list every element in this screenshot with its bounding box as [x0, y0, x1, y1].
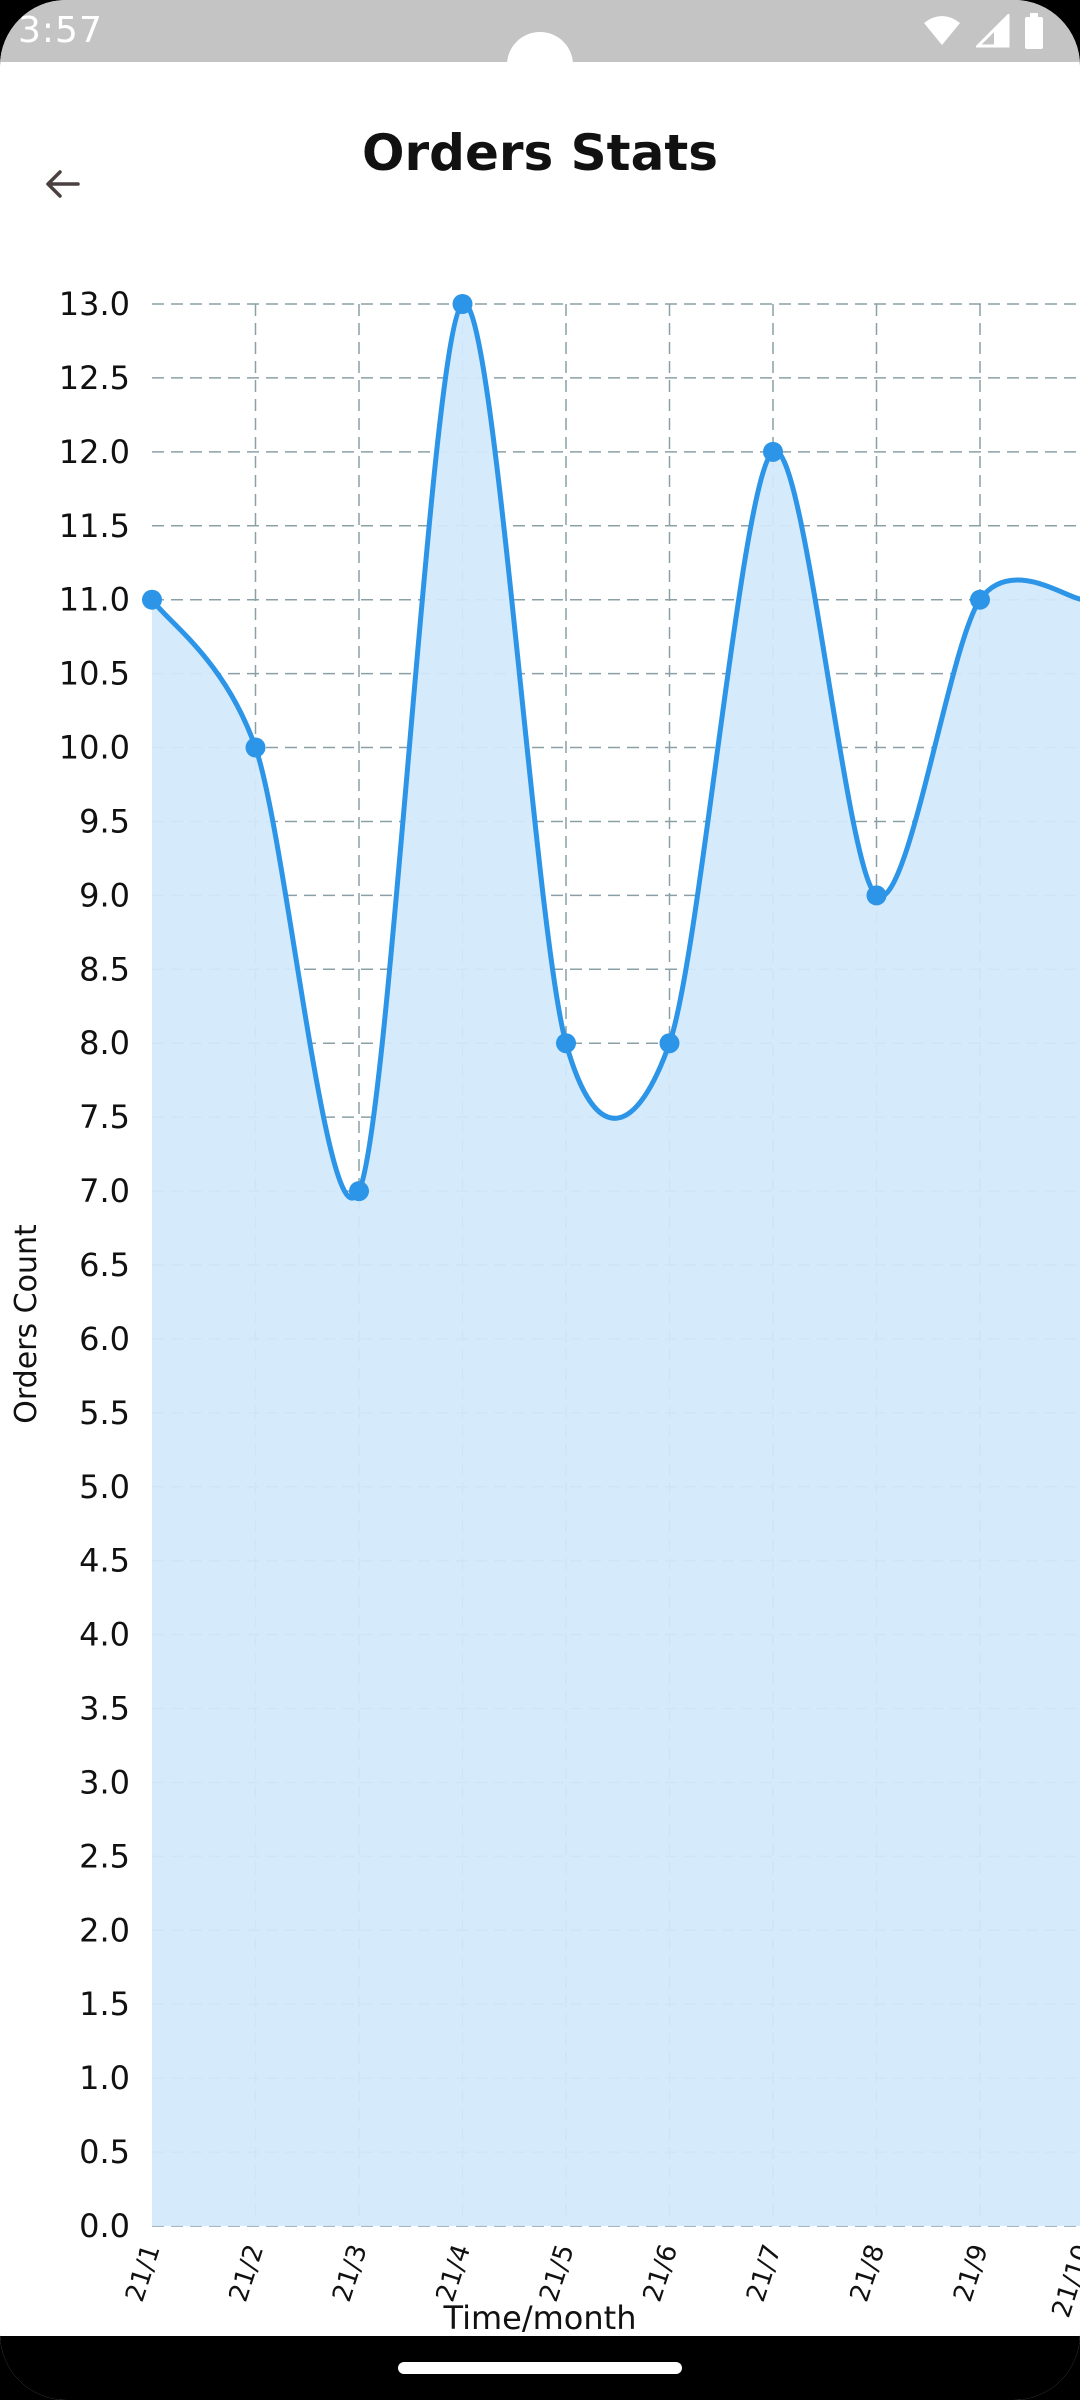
series-points	[142, 294, 990, 1202]
x-tick-label: 21/8	[845, 2241, 892, 2306]
x-tick-label: 21/2	[224, 2241, 271, 2306]
y-tick-label: 5.0	[79, 1468, 130, 1506]
wifi-icon	[924, 16, 960, 45]
y-tick-label: 7.0	[79, 1172, 130, 1210]
orders-chart-svg: 0.0 0.5 1.0 1.5 2.0 2.5 3.0 3.5 4.0 4.5 5.0 5.5 6.0 6…	[9, 285, 1080, 2332]
y-tick-label: 5.5	[79, 1394, 130, 1432]
y-tick-label: 9.5	[79, 802, 130, 840]
x-axis-label: Time/month	[443, 2299, 637, 2332]
x-tick-label: 21/6	[638, 2241, 685, 2306]
y-tick-label: 12.0	[59, 433, 130, 471]
x-tick-label: 21/1	[120, 2241, 167, 2306]
y-tick-label: 6.0	[79, 1320, 130, 1358]
y-tick-label: 1.0	[79, 2059, 130, 2097]
y-tick-label: 13.0	[59, 285, 130, 323]
data-point	[452, 294, 473, 314]
back-button[interactable]	[30, 152, 94, 216]
y-tick-label: 10.5	[59, 655, 130, 693]
data-point	[142, 589, 162, 610]
y-tick-label: 11.0	[59, 581, 130, 619]
signal-icon	[976, 14, 1010, 48]
y-tick-label: 2.5	[79, 1837, 130, 1875]
data-point	[763, 441, 783, 462]
x-tick-label: 21/7	[741, 2241, 788, 2306]
data-point	[866, 885, 887, 906]
y-tick-label: 12.5	[59, 359, 130, 397]
status-icons	[922, 12, 1044, 50]
y-tick-label: 4.5	[79, 1542, 130, 1580]
navigation-bar	[0, 2336, 1080, 2400]
y-tick-label: 8.0	[79, 1024, 130, 1062]
data-point	[245, 737, 266, 758]
y-axis-label: Orders Count	[9, 1224, 44, 1424]
y-tick-label: 0.0	[79, 2207, 130, 2245]
orders-chart: 0.0 0.5 1.0 1.5 2.0 2.5 3.0 3.5 4.0 4.5 5.0 5.5 6.0 6…	[0, 252, 1080, 2332]
x-tick-label: 21/10	[1046, 2241, 1080, 2322]
y-tick-label: 11.5	[59, 507, 130, 545]
y-tick-label: 2.0	[79, 1911, 130, 1949]
y-tick-label: 3.0	[79, 1763, 130, 1801]
app-bar: Orders Stats	[0, 62, 1080, 252]
y-tick-label: 4.0	[79, 1616, 130, 1654]
home-indicator[interactable]	[398, 2362, 682, 2374]
y-tick-label: 7.5	[79, 1098, 130, 1136]
arrow-left-icon	[46, 170, 80, 198]
y-tick-label: 3.5	[79, 1690, 130, 1728]
x-tick-label: 21/3	[327, 2241, 374, 2306]
y-tick-label: 6.5	[79, 1246, 130, 1284]
x-tick-label: 21/5	[534, 2241, 581, 2306]
data-point	[659, 1033, 680, 1054]
page-title: Orders Stats	[361, 124, 718, 182]
camera-notch	[507, 32, 573, 98]
y-tick-label: 10.0	[59, 729, 130, 767]
data-point	[349, 1181, 369, 1202]
y-tick-label: 9.0	[79, 876, 130, 914]
x-tick-label: 21/4	[431, 2241, 478, 2306]
data-point	[556, 1033, 576, 1054]
y-tick-label: 1.5	[79, 1985, 130, 2023]
y-axis-ticks: 0.0 0.5 1.0 1.5 2.0 2.5 3.0 3.5 4.0 4.5 5.0 5.5 6.0 6…	[59, 285, 130, 2245]
y-tick-label: 0.5	[79, 2133, 130, 2171]
series-area	[152, 303, 1080, 2226]
y-tick-label: 8.5	[79, 950, 130, 988]
x-tick-label: 21/9	[948, 2241, 995, 2306]
data-point	[970, 589, 990, 610]
battery-icon	[1025, 13, 1043, 49]
status-time: 3:57	[18, 10, 103, 51]
